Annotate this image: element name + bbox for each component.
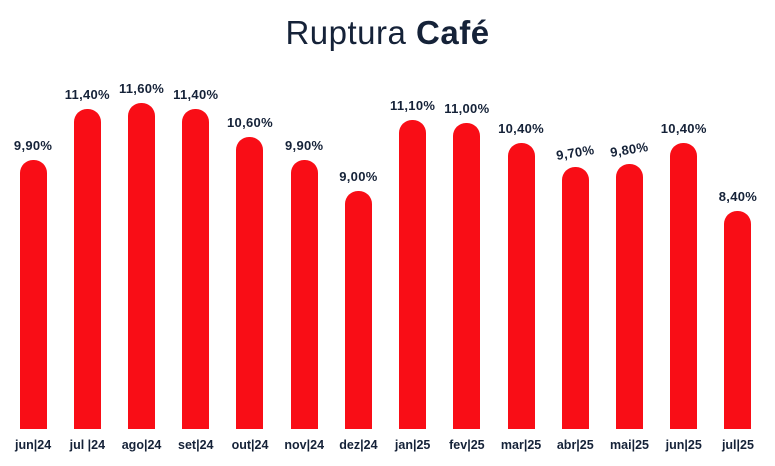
bar-abr-25	[561, 167, 589, 429]
chart-title-bold: Café	[416, 14, 490, 51]
bar-column-mai-25: 9,80%	[602, 80, 656, 429]
bar-dez-24	[344, 191, 372, 429]
category-label-jan-25: jan|25	[394, 438, 431, 452]
bar-value-label: 11,10%	[390, 97, 436, 113]
bar-jul-25	[724, 211, 752, 429]
bar-value-label: 10,40%	[498, 121, 545, 137]
bar-ago-24	[128, 102, 156, 429]
category-label-abr-25: abr|25	[556, 438, 594, 452]
bar-value-label: 9,80%	[609, 138, 650, 160]
bar-column-mar-25: 10,40%	[494, 80, 548, 429]
bar-jun-24	[19, 160, 47, 429]
bar-set-24	[182, 109, 210, 429]
bar-jul-24	[73, 109, 101, 429]
bar-column-nov-24: 9,90%	[277, 80, 331, 429]
chart-title: Ruptura Café	[0, 14, 775, 52]
bar-jun-25	[670, 143, 698, 429]
bar-jan-25	[399, 119, 427, 429]
bar-column-set-24: 11,40%	[169, 80, 223, 429]
bar-column-ago-24: 11,60%	[114, 80, 168, 429]
bar-value-label: 9,90%	[285, 138, 324, 154]
bar-column-jan-25: 11,10%	[386, 80, 440, 429]
chart-title-regular: Ruptura	[285, 14, 417, 51]
bar-mar-25	[507, 143, 535, 429]
category-label-fev-25: fev|25	[449, 438, 485, 452]
bar-value-label: 9,90%	[13, 138, 53, 154]
bar-column-jun-25: 10,40%	[657, 80, 711, 429]
category-label-out-24: out|24	[231, 438, 269, 452]
bar-value-label: 10,40%	[660, 121, 707, 137]
bar-column-jul-24: 11,40%	[60, 80, 114, 429]
bar-value-label: 11,00%	[444, 101, 490, 116]
bar-value-label: 11,40%	[64, 87, 110, 103]
bar-column-out-24: 10,60%	[223, 80, 277, 429]
bar-value-label: 9,70%	[555, 142, 596, 164]
category-label-mai-25: mai|25	[610, 438, 649, 452]
bar-mai-25	[616, 163, 644, 429]
bar-value-label: 11,60%	[118, 80, 165, 96]
bar-value-label: 9,00%	[339, 169, 378, 184]
bar-column-jul-25: 8,40%	[711, 80, 765, 429]
bar-value-label: 11,40%	[173, 87, 219, 103]
category-axis: jun|24 jul |24 ago|24 set|24 out|24 nov|24 dez…	[6, 438, 765, 458]
bar-out-24	[236, 136, 264, 429]
category-label-jun-25: jun|25	[665, 438, 702, 452]
bar-column-fev-25: 11,00%	[440, 80, 494, 429]
bar-value-label: 8,40%	[718, 189, 758, 205]
bar-fev-25	[453, 123, 481, 429]
category-label-dez-24: dez|24	[339, 438, 378, 452]
bar-column-jun-24: 9,90%	[6, 80, 60, 429]
bar-column-dez-24: 9,00%	[331, 80, 385, 429]
category-label-jun-24: jun|24	[15, 438, 52, 452]
category-label-jul-25: jul|25	[721, 438, 754, 452]
bar-column-abr-25: 9,70%	[548, 80, 602, 429]
category-label-ago-24: ago|24	[121, 438, 162, 452]
category-label-nov-24: nov|24	[284, 438, 325, 452]
bar-value-label: 10,60%	[227, 114, 273, 130]
category-label-jul-24: jul |24	[69, 438, 106, 452]
category-label-set-24: set|24	[178, 438, 214, 452]
bar-nov-24	[290, 160, 318, 429]
category-label-mar-25: mar|25	[500, 438, 542, 452]
plot-area: 9,90% 11,40% 11,60% 11,40% 10,60% 9,90% 9,00% 1…	[6, 80, 765, 429]
